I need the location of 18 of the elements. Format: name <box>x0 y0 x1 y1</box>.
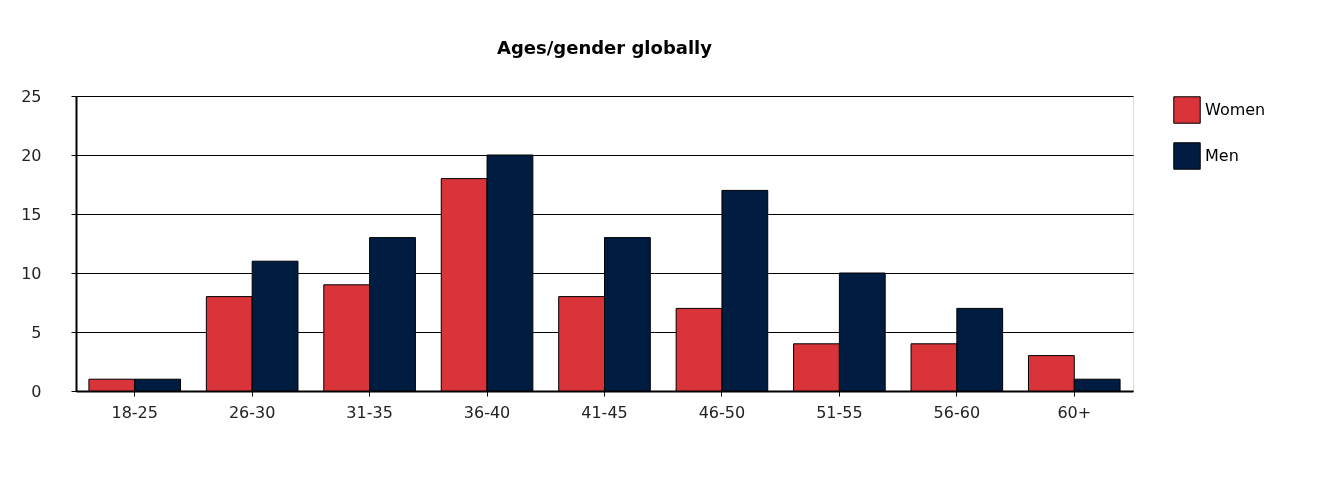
x-tick-label: 41-45 <box>581 402 628 422</box>
y-tick-label: 20 <box>21 145 42 165</box>
x-tick-label: 18-25 <box>111 402 158 422</box>
y-tick-label: 5 <box>31 322 42 342</box>
legend-label: Women <box>1205 100 1266 119</box>
x-tick-label: 36-40 <box>463 402 511 422</box>
x-tick-label: 31-35 <box>346 402 393 422</box>
x-tick-label: 51-55 <box>816 402 863 422</box>
legend-label: Men <box>1205 146 1239 165</box>
chart-title: Ages/gender globally <box>497 37 713 58</box>
y-tick-label: 0 <box>31 381 42 401</box>
x-tick-label: 56-60 <box>933 402 981 422</box>
y-tick-label: 10 <box>21 263 42 283</box>
y-tick-label: 25 <box>21 86 42 106</box>
y-tick-label: 15 <box>21 204 42 224</box>
x-tick-label: 46-50 <box>698 402 746 422</box>
x-tick-label: 26-30 <box>228 402 276 422</box>
x-tick-label: 60+ <box>1057 402 1092 422</box>
